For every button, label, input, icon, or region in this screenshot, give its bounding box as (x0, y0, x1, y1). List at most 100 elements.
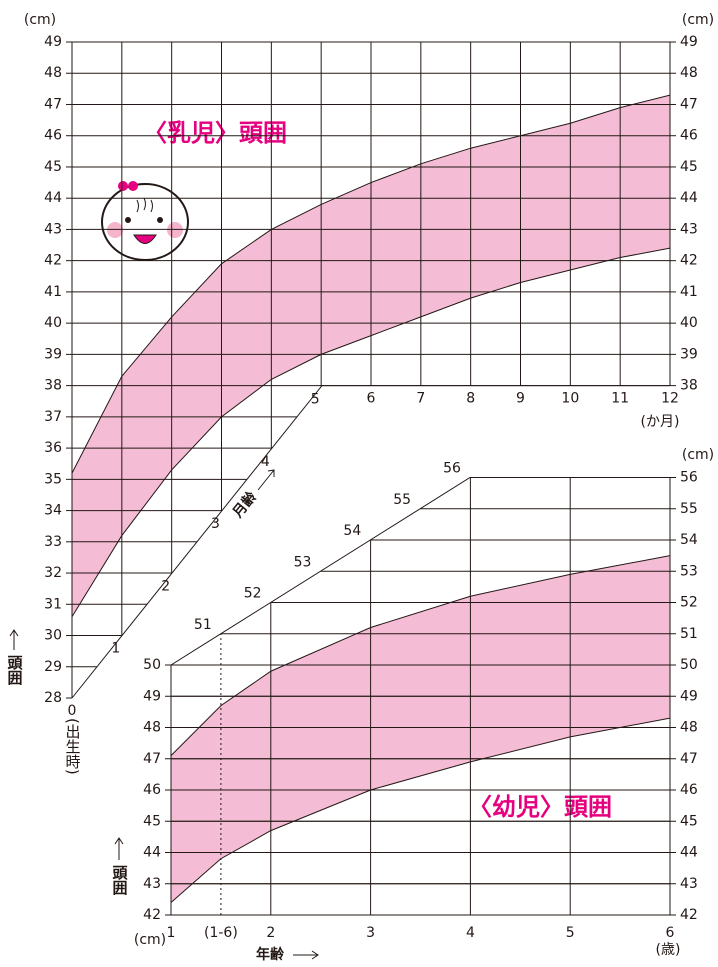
y-tick-label: 43 (143, 876, 161, 892)
y-unit: (cm) (134, 932, 166, 948)
y2-tick-label: 55 (680, 501, 698, 517)
x-tick-label: 6 (666, 925, 675, 941)
x-unit: (歳) (656, 942, 681, 958)
y2-unit: (cm) (682, 12, 714, 28)
y-tick-label: 28 (44, 690, 62, 706)
diagonal-tick-label: 51 (194, 617, 212, 633)
arrow (114, 837, 124, 860)
y2-tick-label: 45 (680, 159, 698, 175)
y2-tick-label: 48 (680, 720, 698, 736)
y-tick-label: 36 (44, 440, 62, 456)
y2-tick-label: 49 (680, 34, 698, 50)
y2-tick-label: 39 (680, 346, 698, 362)
y-tick-label: 50 (143, 657, 161, 673)
y-tick-label: 44 (143, 845, 161, 861)
y2-unit: (cm) (682, 447, 714, 463)
x-axis-label: 年齢 (256, 946, 285, 963)
baby-illustration (101, 181, 189, 261)
y-tick-label: 43 (44, 221, 62, 237)
y-tick-label: 48 (143, 720, 161, 736)
y-tick-label: 40 (44, 315, 62, 331)
y2-tick-label: 53 (680, 563, 698, 579)
y-tick-label: 29 (44, 659, 62, 675)
y2-tick-label: 42 (680, 253, 698, 269)
x-tick-label: 1 (167, 925, 176, 941)
diagonal-tick-label: 54 (343, 523, 361, 539)
chart-title: 〈幼児〉頭囲 (468, 793, 612, 821)
y2-tick-label: 49 (680, 688, 698, 704)
y-tick-label: 46 (44, 128, 62, 144)
y2-tick-label: 42 (680, 907, 698, 923)
x-tick-label: 5 (311, 392, 320, 408)
y2-tick-label: 51 (680, 626, 698, 642)
y-tick-label: 35 (44, 471, 62, 487)
y2-tick-label: 44 (680, 845, 698, 861)
boundary (71, 385, 670, 699)
x-tick-label: 10 (561, 391, 579, 407)
y-tick-label: 33 (44, 534, 62, 550)
x-tick-label: 0 (68, 703, 77, 719)
x-tick-label: 3 (211, 516, 220, 532)
y2-tick-label: 47 (680, 751, 698, 767)
arrow (293, 950, 319, 960)
y-tick-label: 41 (44, 284, 62, 300)
y-tick-label: 45 (143, 813, 161, 829)
y2-tick-label: 44 (680, 190, 698, 206)
y2-tick-label: 46 (680, 782, 698, 798)
y-tick-label: 42 (44, 253, 62, 269)
y-tick-label: 47 (143, 751, 161, 767)
y-tick-label: 34 (44, 503, 62, 519)
x-tick-label: 4 (261, 454, 270, 470)
diagonal-tick-label: 55 (393, 492, 411, 508)
chart-title: 〈乳児〉頭囲 (143, 119, 287, 147)
y-tick-label: 31 (44, 596, 62, 612)
y-tick-label: 37 (44, 409, 62, 425)
y-tick-label: 38 (44, 378, 62, 394)
y-tick-label: 45 (44, 159, 62, 175)
x-tick-label: 7 (416, 391, 425, 407)
y-tick-label: 42 (143, 907, 161, 923)
x-tick-label: 4 (466, 925, 475, 941)
origin-label: (出生時) (64, 718, 82, 775)
boundary (170, 477, 670, 666)
x-tick-label: 3 (366, 925, 375, 941)
x-tick-label: (1-6) (204, 925, 238, 941)
y2-tick-label: 43 (680, 221, 698, 237)
curve-lower (71, 247, 671, 618)
y2-tick-label: 46 (680, 128, 698, 144)
title-backdrop (128, 114, 302, 154)
curve-upper (170, 555, 671, 756)
y-tick-label: 39 (44, 346, 62, 362)
y-tick-label: 32 (44, 565, 62, 581)
x-unit: (か月) (641, 414, 680, 430)
y2-tick-label: 56 (680, 470, 698, 486)
y2-tick-label: 45 (680, 813, 698, 829)
y-axis-label: 頭囲 (6, 655, 24, 686)
y-axis-label: 頭囲 (111, 865, 129, 896)
x-tick-label: 12 (661, 391, 679, 407)
y2-tick-label: 41 (680, 284, 698, 300)
x-tick-label: 11 (611, 391, 629, 407)
diagonal-tick-label: 52 (244, 586, 262, 602)
x-tick-label: 5 (566, 925, 575, 941)
curve-lower (170, 717, 671, 903)
y-tick-label: 47 (44, 96, 62, 112)
y-tick-label: 46 (143, 782, 161, 798)
y2-tick-label: 40 (680, 315, 698, 331)
y-tick-label: 30 (44, 628, 62, 644)
y2-tick-label: 38 (680, 378, 698, 394)
y2-tick-label: 43 (680, 876, 698, 892)
y-tick-label: 49 (143, 688, 161, 704)
y-tick-label: 48 (44, 65, 62, 81)
x-tick-label: 2 (161, 578, 170, 594)
diagonal-tick-label: 53 (294, 554, 312, 570)
y-tick-label: 44 (44, 190, 62, 206)
y2-tick-label: 48 (680, 65, 698, 81)
y2-tick-label: 54 (680, 532, 698, 548)
band-fill (171, 555, 670, 903)
y2-tick-label: 52 (680, 595, 698, 611)
diagonal-tick-label: 56 (443, 461, 461, 477)
arrow (257, 469, 275, 491)
x-tick-label: 6 (367, 391, 376, 407)
